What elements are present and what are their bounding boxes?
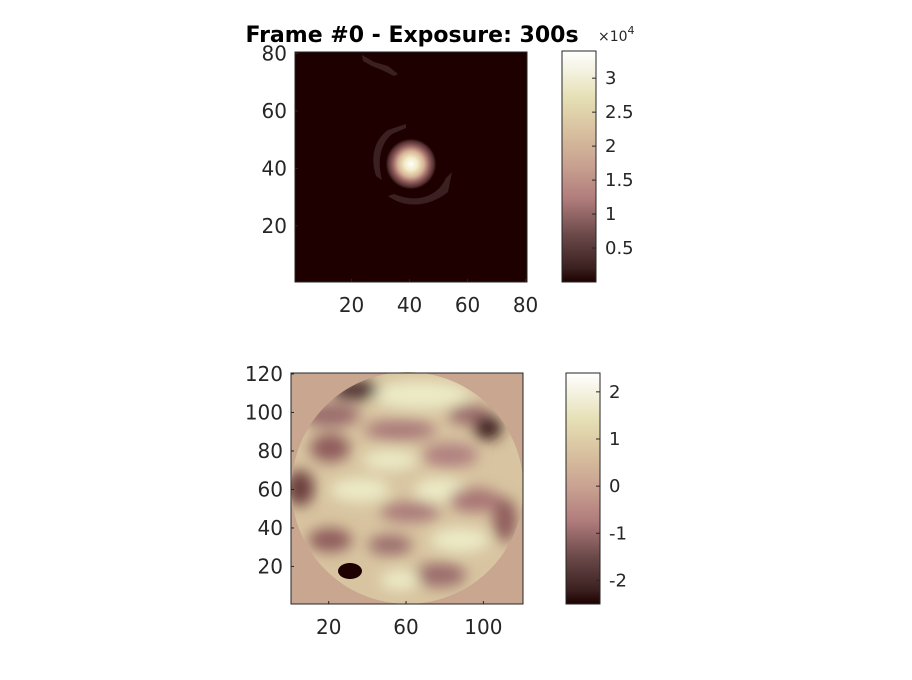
chart-title: Frame #0 - Exposure: 300s (245, 23, 578, 48)
x-tick-label: 60 (455, 293, 480, 317)
x-tick-label: 40 (397, 293, 422, 317)
x-tick-label: 60 (393, 615, 418, 639)
y-tick-label: 80 (258, 439, 283, 463)
colorbar-tick-label: 1 (609, 429, 620, 450)
bottom-colorbar-ticks: -2 -1 0 1 2 (596, 382, 627, 591)
colorbar-tick-label: 2 (609, 382, 620, 403)
y-tick-label: 20 (262, 214, 287, 238)
top-colorbar (561, 50, 597, 283)
y-tick-label: 40 (262, 156, 287, 180)
colorbar-tick-label: 1.5 (605, 170, 634, 191)
y-tick-label: 40 (258, 516, 283, 540)
bottom-y-axis: 20 40 60 80 100 120 (245, 362, 294, 578)
colorbar-tick-label: -2 (609, 570, 627, 591)
colorbar-tick-label: 0 (609, 476, 620, 497)
top-streak (362, 55, 398, 76)
y-tick-label: 80 (262, 41, 287, 65)
colorbar-tick-label: 2 (605, 136, 616, 157)
central-spot (385, 138, 437, 190)
x-tick-label: 100 (464, 615, 502, 639)
top-x-axis: 20 40 60 80 (339, 279, 538, 317)
top-heatmap (294, 51, 528, 283)
bottom-heatmap (290, 372, 524, 605)
y-tick-label: 60 (262, 99, 287, 123)
bottom-axes-box (290, 372, 524, 605)
colorbar-exponent: ×104 (598, 24, 635, 45)
x-tick-label: 80 (513, 293, 538, 317)
colorbar-tick-label: 1 (605, 204, 616, 225)
top-y-axis: 20 40 60 80 (262, 41, 298, 238)
y-tick-label: 20 (258, 554, 283, 578)
top-colorbar-ticks: 0.5 1 1.5 2 2.5 3 (592, 68, 634, 259)
left-arc (373, 124, 406, 180)
y-tick-label: 100 (245, 400, 283, 424)
top-axes-box (294, 51, 528, 283)
bottom-colorbar (565, 372, 601, 605)
bottom-arc (388, 172, 452, 205)
colorbar-tick-label: 0.5 (605, 238, 634, 259)
y-tick-label: 60 (258, 477, 283, 501)
colorbar-tick-label: -1 (609, 523, 627, 544)
x-tick-label: 20 (316, 615, 341, 639)
y-tick-label: 120 (245, 362, 283, 386)
min-spot (338, 563, 362, 579)
colorbar-tick-label: 3 (605, 68, 616, 89)
bottom-x-axis: 20 60 100 (316, 601, 502, 639)
x-tick-label: 20 (339, 293, 364, 317)
colorbar-tick-label: 2.5 (605, 102, 634, 123)
